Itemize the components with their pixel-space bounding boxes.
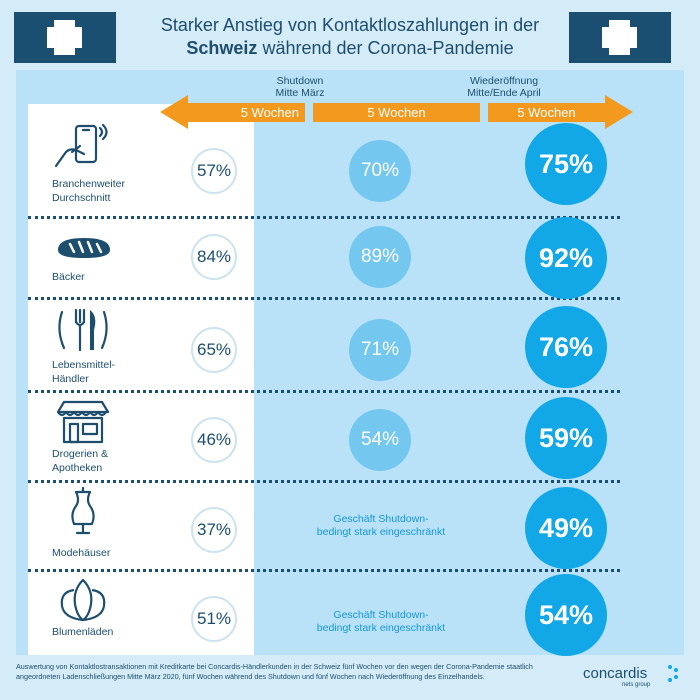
category-label-line-1: Bäcker [52, 271, 85, 283]
reopening-label: Wiederöffnung Mitte/Ende April [444, 75, 564, 99]
tulip-icon [60, 578, 106, 622]
timeline-segment-after: 5 Wochen [488, 103, 605, 122]
category-label-line-1: Drogerien & [52, 448, 109, 460]
shutdown-title: Shutdown [276, 75, 324, 87]
value-during-shutdown: 71% [349, 319, 411, 381]
footnote: Auswertung von Kontaktlostransaktionen m… [16, 662, 533, 681]
row-separator [28, 297, 620, 300]
category-label-line-2: Apotheken [52, 462, 103, 474]
value-before-shutdown: 65% [191, 327, 237, 373]
value-after-reopening: 49% [525, 487, 607, 569]
bread-icon [58, 238, 110, 258]
value-before-shutdown: 84% [191, 234, 237, 280]
timeline-segment-before-label: 5 Wochen [240, 105, 299, 120]
value-before-shutdown: 51% [191, 596, 237, 642]
title-line-2: Schweiz während der Corona-Pandemie [130, 37, 570, 59]
value-after-reopening: 76% [525, 306, 607, 388]
note-line-2: bedingt stark eingeschränkt [316, 622, 446, 634]
shutdown-date: Mitte März [275, 87, 325, 99]
note-line-1: Geschäft Shutdown- [333, 513, 429, 525]
smartphone-tap-icon [54, 123, 108, 168]
category-label-line-1: Lebensmittel- [52, 359, 116, 371]
title-line-2-rest: während der Corona-Pandemie [257, 38, 514, 58]
arrow-left-head [160, 95, 188, 129]
shutdown-label: Shutdown Mitte März [260, 75, 340, 99]
timeline-segment-shutdown: 5 Wochen [313, 103, 480, 122]
category-label: Lebensmittel- Händler [52, 358, 115, 386]
reopening-title: Wiederöffnung [469, 75, 539, 87]
timeline-segment-before: 5 Wochen [188, 103, 305, 122]
title-line-1: Starker Anstieg von Kontaktloszahlungen … [160, 15, 540, 35]
value-after-reopening: 54% [525, 574, 607, 656]
category-label: Blumenläden [52, 625, 113, 639]
value-during-shutdown: 54% [349, 409, 411, 471]
category-label-line-1: Branchenweiter [52, 178, 125, 190]
category-label: Modehäuser [52, 546, 110, 560]
row-separator [28, 569, 620, 572]
value-during-shutdown: 70% [349, 140, 411, 202]
category-label-line-2: Händler [52, 373, 89, 385]
title-bold-word: Schweiz [186, 38, 258, 58]
category-label: Bäcker [52, 270, 85, 284]
value-before-shutdown: 46% [191, 417, 237, 463]
shutdown-restriction-note: Geschäft Shutdown- bedingt stark eingesc… [312, 609, 450, 635]
category-label: Branchenweiter Durchschnitt [52, 177, 125, 205]
note-line-2: bedingt stark eingeschränkt [316, 526, 446, 538]
value-during-shutdown: 89% [349, 226, 411, 288]
category-label-line-2: Durchschnitt [52, 192, 111, 204]
right-cross-icon [569, 12, 671, 63]
value-after-reopening: 75% [525, 123, 607, 205]
category-label-line-1: Modehäuser [52, 547, 111, 559]
value-after-reopening: 92% [525, 217, 607, 299]
category-column [28, 104, 254, 655]
reopening-date: Mitte/Ende April [467, 87, 541, 99]
value-before-shutdown: 57% [191, 148, 237, 194]
logo-subtitle: nets group [622, 682, 651, 688]
row-separator [28, 480, 620, 483]
note-line-1: Geschäft Shutdown- [333, 609, 429, 621]
row-separator [28, 390, 620, 393]
fork-knife-icon [58, 308, 108, 352]
arrow-right-head [605, 95, 633, 129]
left-cross-icon [14, 12, 116, 63]
category-label: Drogerien & Apotheken [52, 447, 108, 475]
dress-form-icon [71, 487, 95, 535]
shop-icon [56, 400, 110, 444]
concardis-logo: concardis [583, 665, 648, 682]
value-after-reopening: 59% [525, 397, 607, 479]
shutdown-restriction-note: Geschäft Shutdown- bedingt stark eingesc… [312, 513, 450, 539]
row-separator [28, 216, 620, 219]
value-before-shutdown: 37% [191, 507, 237, 553]
category-label-line-1: Blumenläden [52, 626, 114, 638]
